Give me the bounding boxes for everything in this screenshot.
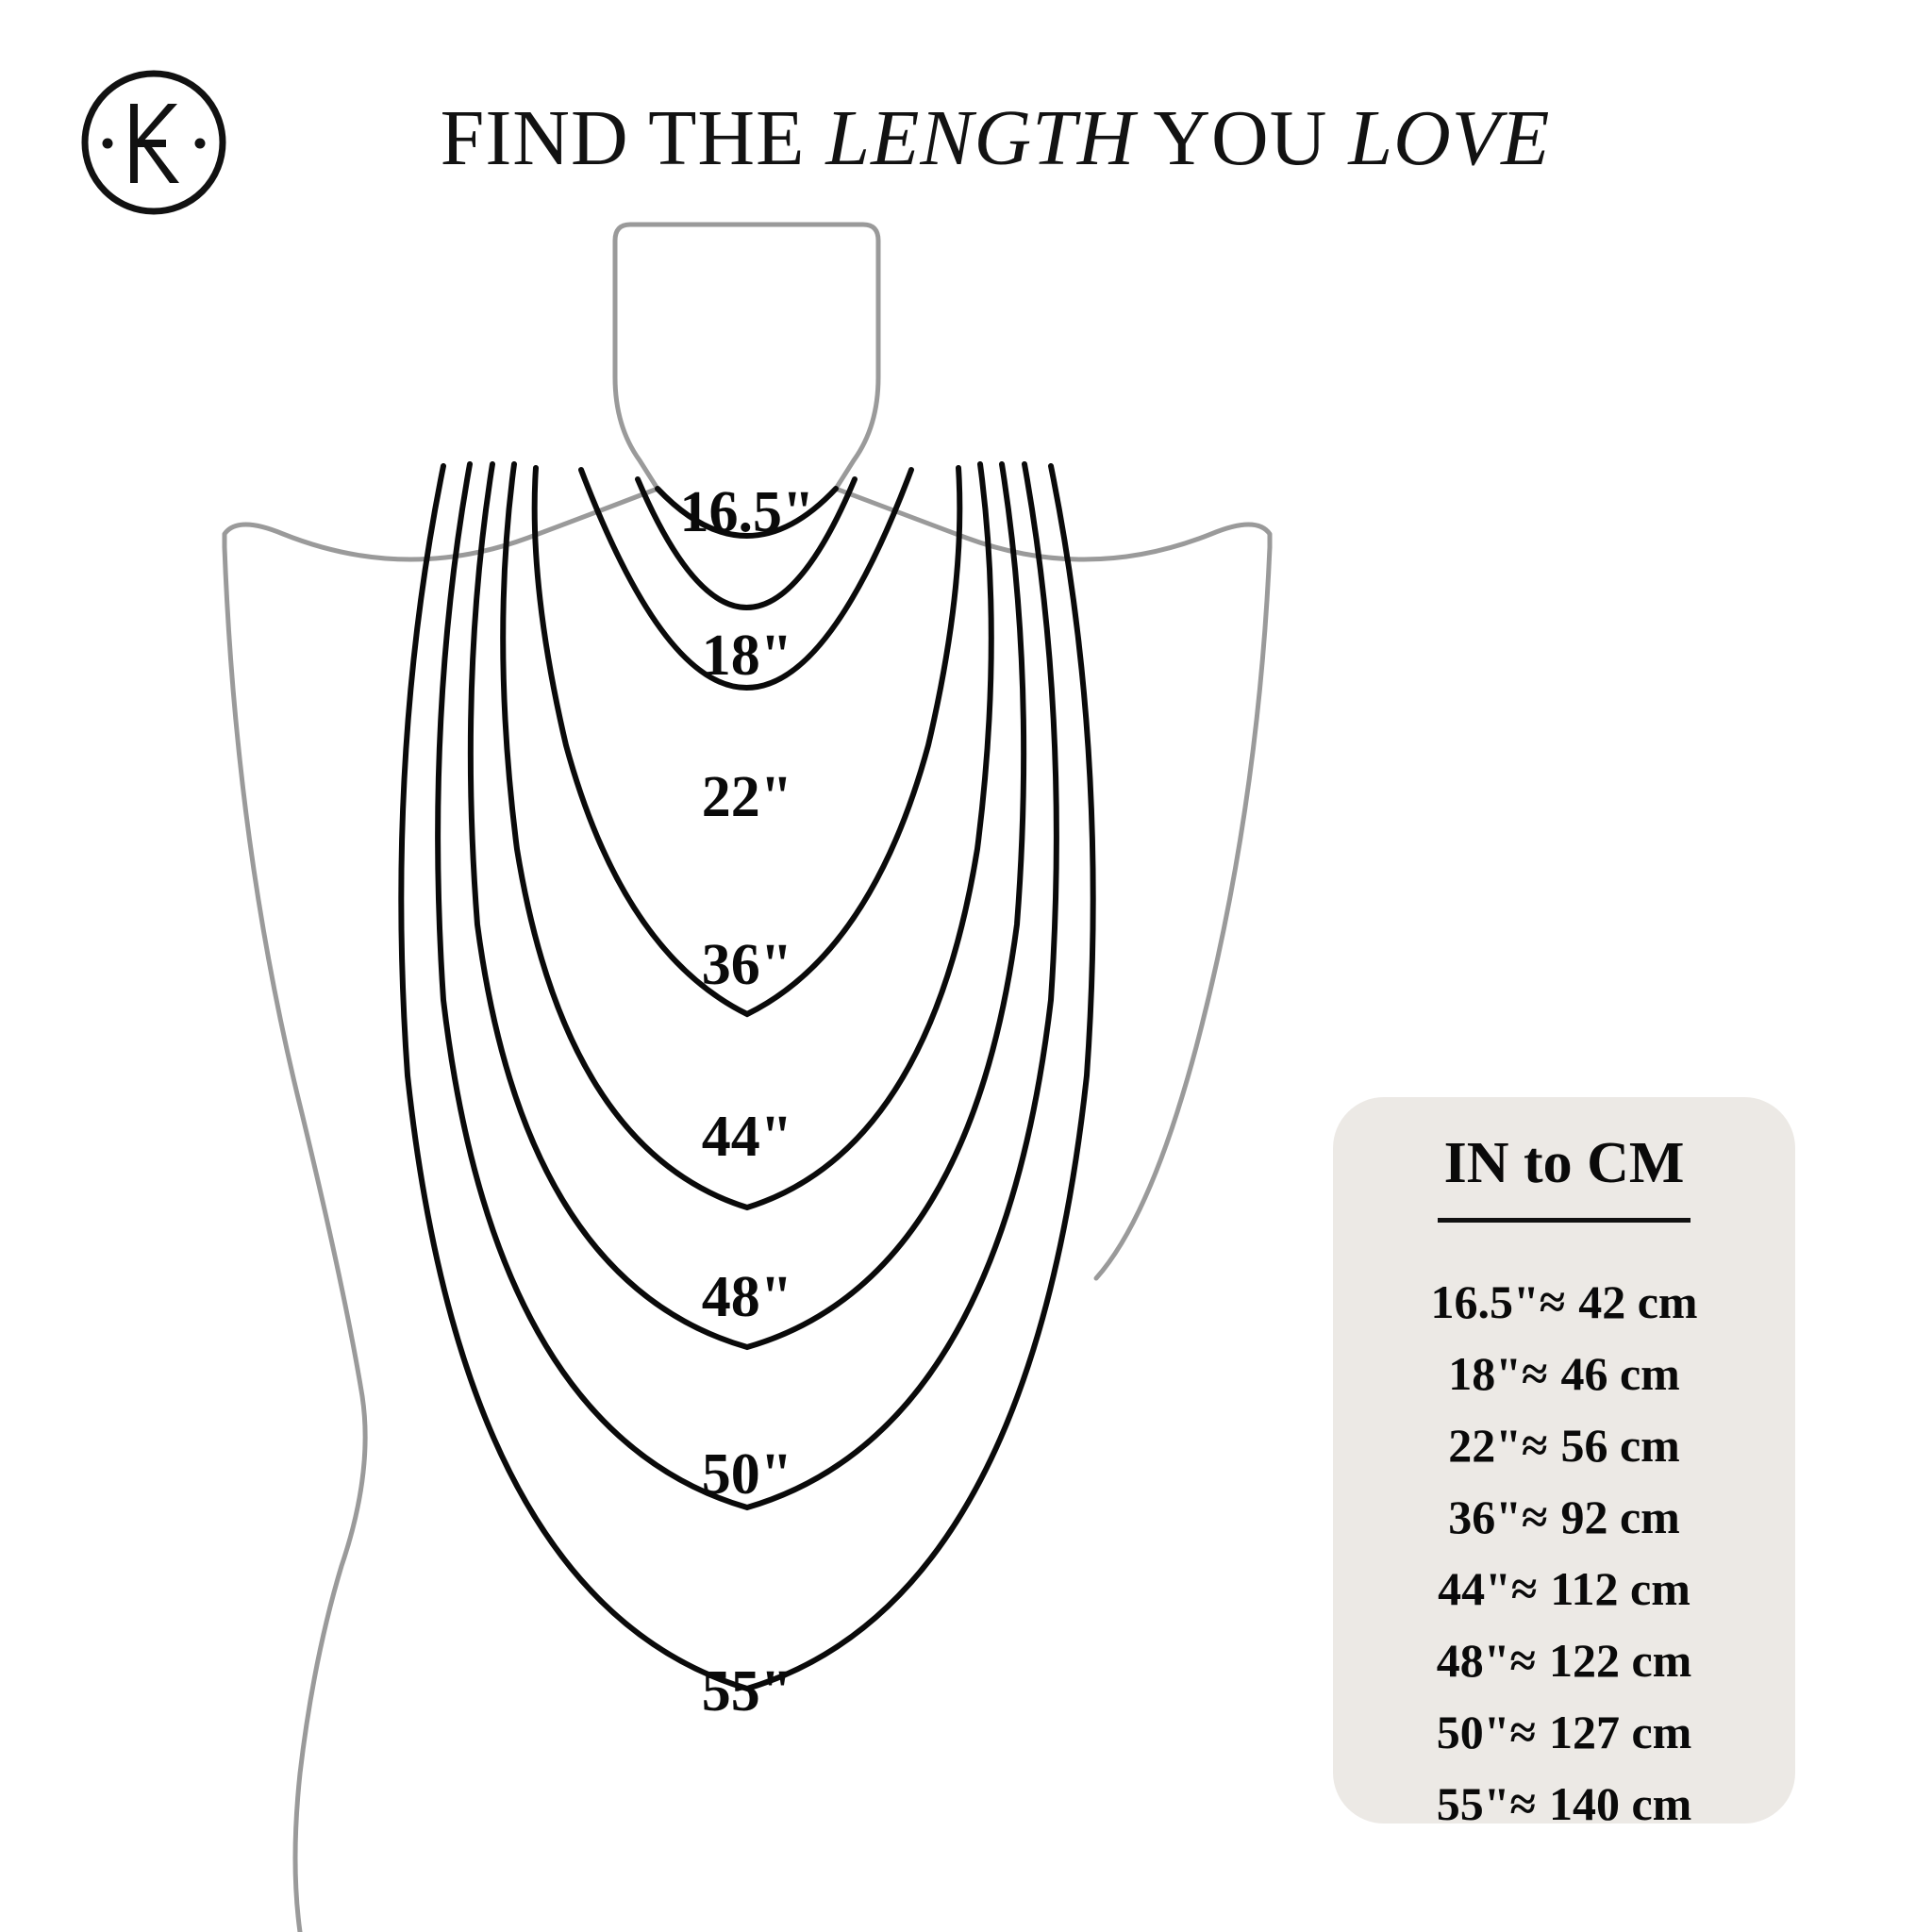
conversion-row: 18" ≈ 46 cm: [1361, 1338, 1767, 1409]
necklace-label-18: 18": [701, 624, 793, 688]
conversion-row: 48" ≈ 122 cm: [1361, 1624, 1767, 1696]
necklace-curve-55: [398, 463, 1096, 1692]
page-header: FIND THE LENGTH YOU LOVE: [0, 0, 1932, 236]
approx-icon: ≈: [1521, 1419, 1548, 1472]
conversion-cm: 112 cm: [1550, 1562, 1690, 1615]
approx-icon: ≈: [1509, 1777, 1536, 1830]
conversion-list: 16.5" ≈ 42 cm 18" ≈ 46 cm 22" ≈ 56 cm 36…: [1333, 1266, 1795, 1840]
necklace-curve-22: [578, 467, 914, 691]
conversion-inch: 48": [1436, 1634, 1510, 1687]
conversion-row: 55" ≈ 140 cm: [1361, 1768, 1767, 1840]
necklace-curve-44: [500, 461, 994, 1211]
necklace-curve-36: [531, 465, 963, 1018]
conversion-row: 50" ≈ 127 cm: [1361, 1696, 1767, 1768]
approx-icon: ≈: [1510, 1562, 1538, 1615]
page-title: FIND THE LENGTH YOU LOVE: [311, 87, 1679, 191]
conversion-inch: 44": [1438, 1562, 1511, 1615]
brand-logo: [79, 68, 228, 217]
title-segment-4: LOVE: [1348, 94, 1551, 182]
conversion-cm: 140 cm: [1548, 1777, 1692, 1830]
conversion-row: 16.5" ≈ 42 cm: [1361, 1266, 1767, 1338]
conversion-cm: 127 cm: [1548, 1706, 1692, 1758]
necklace-curve-16-5: [655, 486, 839, 539]
necklace-label-36: 36": [701, 933, 793, 997]
conversion-inch: 55": [1436, 1777, 1510, 1830]
approx-icon: ≈: [1539, 1275, 1566, 1328]
conversion-inch: 50": [1436, 1706, 1510, 1758]
approx-icon: ≈: [1521, 1491, 1548, 1543]
necklace-chains: [398, 461, 1096, 1692]
conversion-inch: 18": [1448, 1347, 1522, 1400]
necklace-label-16-5: 16.5": [679, 480, 815, 544]
necklace-curve-48: [467, 461, 1027, 1351]
conversion-cm: 42 cm: [1578, 1275, 1698, 1328]
necklace-curve-50: [435, 461, 1059, 1511]
necklace-label-50: 50": [701, 1442, 793, 1507]
title-segment-1: FIND THE: [440, 94, 826, 182]
conversion-cm: 56 cm: [1560, 1419, 1680, 1472]
conversion-inch: 16.5": [1430, 1275, 1540, 1328]
conversion-cm: 122 cm: [1548, 1634, 1692, 1687]
conversion-cm: 46 cm: [1560, 1347, 1680, 1400]
necklace-label-48: 48": [701, 1265, 793, 1329]
approx-icon: ≈: [1509, 1706, 1536, 1758]
title-segment-2: LENGTH: [825, 94, 1136, 182]
approx-icon: ≈: [1521, 1347, 1548, 1400]
necklace-label-22: 22": [701, 765, 793, 829]
conversion-row: 44" ≈ 112 cm: [1361, 1553, 1767, 1624]
conversion-card-title: IN to CM: [1443, 1131, 1685, 1195]
conversion-row: 22" ≈ 56 cm: [1361, 1409, 1767, 1481]
conversion-inch: 36": [1448, 1491, 1522, 1543]
conversion-row: 36" ≈ 92 cm: [1361, 1481, 1767, 1553]
inch-to-cm-card: IN to CM 16.5" ≈ 42 cm 18" ≈ 46 cm 22" ≈…: [1333, 1097, 1795, 1830]
conversion-card-divider: [1438, 1218, 1690, 1223]
necklace-label-55: 55": [701, 1659, 793, 1724]
conversion-inch: 22": [1448, 1419, 1522, 1472]
necklace-curve-18: [635, 476, 858, 610]
approx-icon: ≈: [1509, 1634, 1536, 1687]
title-segment-3: YOU: [1135, 94, 1349, 182]
necklace-label-44: 44": [701, 1105, 793, 1169]
conversion-cm: 92 cm: [1560, 1491, 1680, 1543]
